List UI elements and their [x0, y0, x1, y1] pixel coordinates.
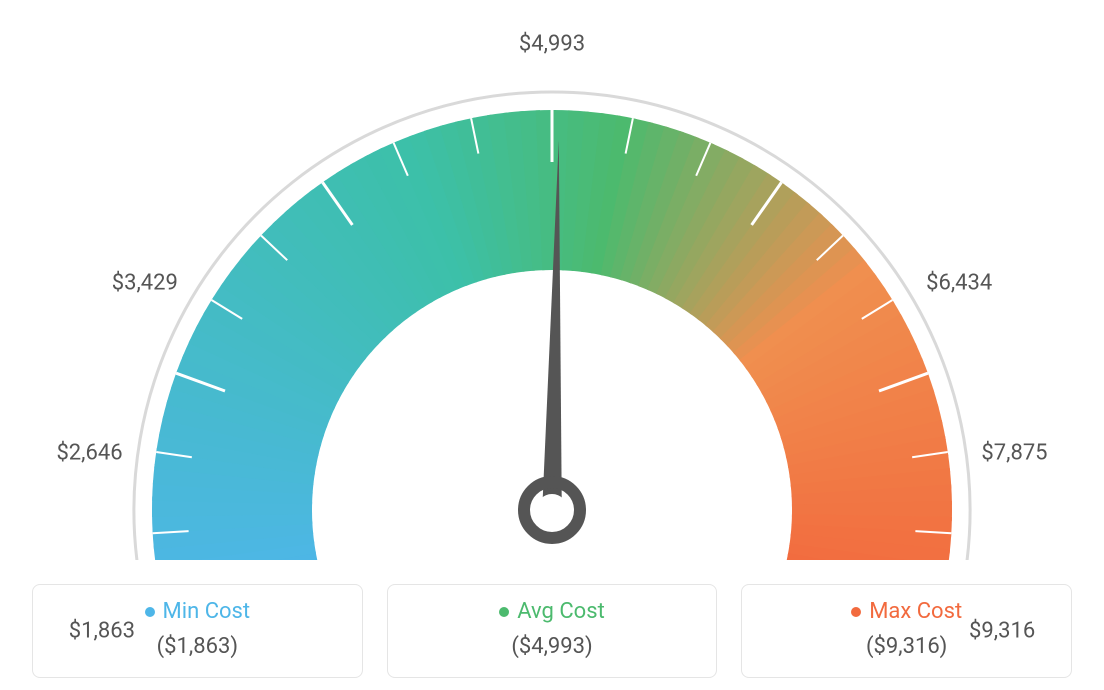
gauge-tick-label: $6,434 — [926, 271, 992, 296]
legend-value-min: ($1,863) — [43, 634, 352, 659]
legend-value-max: ($9,316) — [752, 634, 1061, 659]
legend-title-label: Min Cost — [163, 599, 251, 624]
gauge-tick-label: $3,429 — [112, 271, 178, 296]
cost-gauge: $1,863$2,646$3,429$4,993$6,434$7,875$9,3… — [42, 10, 1062, 560]
legend-dot-max — [851, 607, 861, 617]
gauge-tick-label: $4,993 — [519, 32, 585, 57]
legend-card-min: Min Cost ($1,863) — [32, 584, 363, 678]
legend-title-avg: Avg Cost — [398, 599, 707, 624]
legend-row: Min Cost ($1,863) Avg Cost ($4,993) Max … — [32, 584, 1072, 678]
legend-card-avg: Avg Cost ($4,993) — [387, 584, 718, 678]
legend-title-min: Min Cost — [43, 599, 352, 624]
legend-dot-min — [145, 607, 155, 617]
legend-value-avg: ($4,993) — [398, 634, 707, 659]
legend-title-label: Max Cost — [869, 599, 962, 624]
legend-dot-avg — [499, 607, 509, 617]
legend-title-label: Avg Cost — [517, 599, 605, 624]
gauge-tick-label: $7,875 — [981, 440, 1047, 465]
gauge-svg — [42, 10, 1062, 560]
legend-card-max: Max Cost ($9,316) — [741, 584, 1072, 678]
gauge-tick-label: $2,646 — [56, 440, 122, 465]
legend-title-max: Max Cost — [752, 599, 1061, 624]
